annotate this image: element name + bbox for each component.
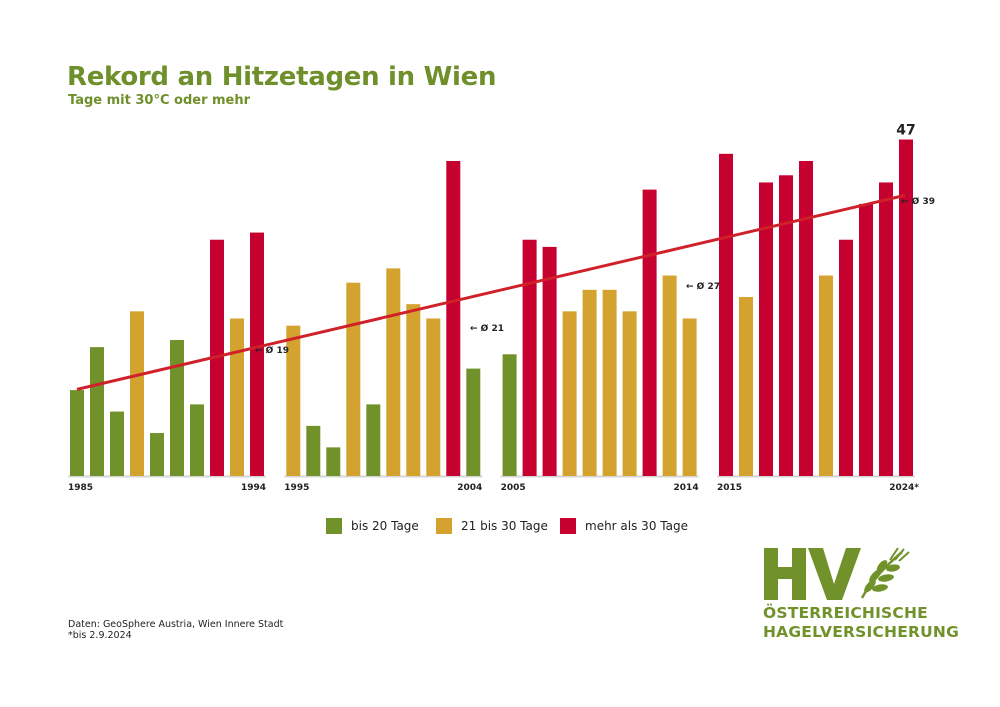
date-note: *bis 2.9.2024	[68, 630, 132, 641]
bar-2014	[682, 318, 697, 476]
bar-2004	[466, 368, 481, 476]
bar-2017	[759, 182, 773, 476]
bar-1993	[230, 318, 244, 476]
x-tick-label: 2014	[674, 483, 699, 493]
max-value-label: 47	[896, 123, 915, 139]
bar-2009	[582, 289, 597, 476]
wheat-ear-icon	[860, 547, 910, 599]
bar-2024	[899, 139, 913, 476]
x-tick-label: 1994	[241, 483, 266, 493]
x-tick-label: 1995	[284, 483, 309, 493]
decade-average-label: ← Ø 39	[901, 196, 935, 207]
bar-2000	[386, 268, 401, 476]
bar-1998	[346, 282, 361, 476]
bar-2010	[602, 289, 617, 476]
bar-1995	[286, 325, 301, 476]
bar-2003	[446, 160, 461, 476]
bar-1997	[326, 447, 341, 476]
x-tick-label: 2005	[501, 483, 526, 493]
bar-2012	[642, 189, 657, 477]
bar-1999	[366, 404, 381, 476]
legend-item-21-30: 21 bis 30 Tage	[436, 518, 548, 534]
bar-1988	[130, 311, 144, 476]
x-tick-label: 2004	[457, 483, 482, 493]
chart-title: Rekord an Hitzetagen in Wien	[67, 62, 497, 92]
legend-item-bis-20: bis 20 Tage	[326, 518, 419, 534]
decade-average-label: ← Ø 27	[686, 281, 720, 292]
trend-line	[76, 193, 906, 391]
x-tick-label: 2024*	[889, 483, 919, 493]
bar-2018	[779, 175, 793, 477]
bar-2001	[406, 304, 421, 476]
bar-2006	[522, 239, 537, 476]
decade-average-label: ← Ø 21	[470, 323, 504, 334]
legend-label: mehr als 30 Tage	[585, 519, 688, 533]
bar-2008	[562, 311, 577, 476]
bar-2013	[662, 275, 677, 476]
bar-2019	[799, 160, 813, 476]
legend-swatch-green	[326, 518, 342, 534]
bar-2002	[426, 318, 441, 476]
bar-2021	[839, 239, 853, 476]
x-tick-label: 1985	[68, 483, 93, 493]
bar-1986	[90, 347, 104, 476]
logo-line-2: HAGELVERSICHERUNG	[763, 623, 960, 641]
bar-1989	[150, 433, 164, 476]
bar-2005	[502, 354, 517, 476]
bar-1987	[110, 411, 124, 476]
bar-1985	[70, 390, 84, 476]
bar-1994	[250, 232, 264, 476]
legend-label: 21 bis 30 Tage	[461, 519, 548, 533]
bar-2011	[622, 311, 637, 476]
legend-swatch-gold	[436, 518, 452, 534]
legend-item-mehr-30: mehr als 30 Tage	[560, 518, 688, 534]
bar-2015	[719, 153, 733, 476]
legend-label: bis 20 Tage	[351, 519, 419, 533]
bar-1991	[190, 404, 204, 476]
bar-1990	[170, 339, 184, 476]
legend-swatch-red	[560, 518, 576, 534]
bar-2007	[542, 246, 557, 476]
bar-2023	[879, 182, 893, 476]
x-tick-label: 2015	[717, 483, 742, 493]
bar-2020	[819, 275, 833, 476]
bar-1996	[306, 425, 321, 476]
chart-subtitle: Tage mit 30°C oder mehr	[68, 93, 251, 108]
hv-logo	[764, 547, 910, 600]
bar-chart: 1985 1994 1995 2004 2005 2014 2015 2024* 47 ← Ø 1…	[68, 123, 935, 493]
decade-average-label: ← Ø 19	[255, 345, 289, 356]
source-note: Daten: GeoSphere Austria, Wien Innere St…	[68, 619, 284, 630]
logo-line-1: ÖSTERREICHISCHE	[763, 604, 928, 622]
bar-2022	[859, 203, 873, 477]
bar-2016	[739, 297, 753, 476]
